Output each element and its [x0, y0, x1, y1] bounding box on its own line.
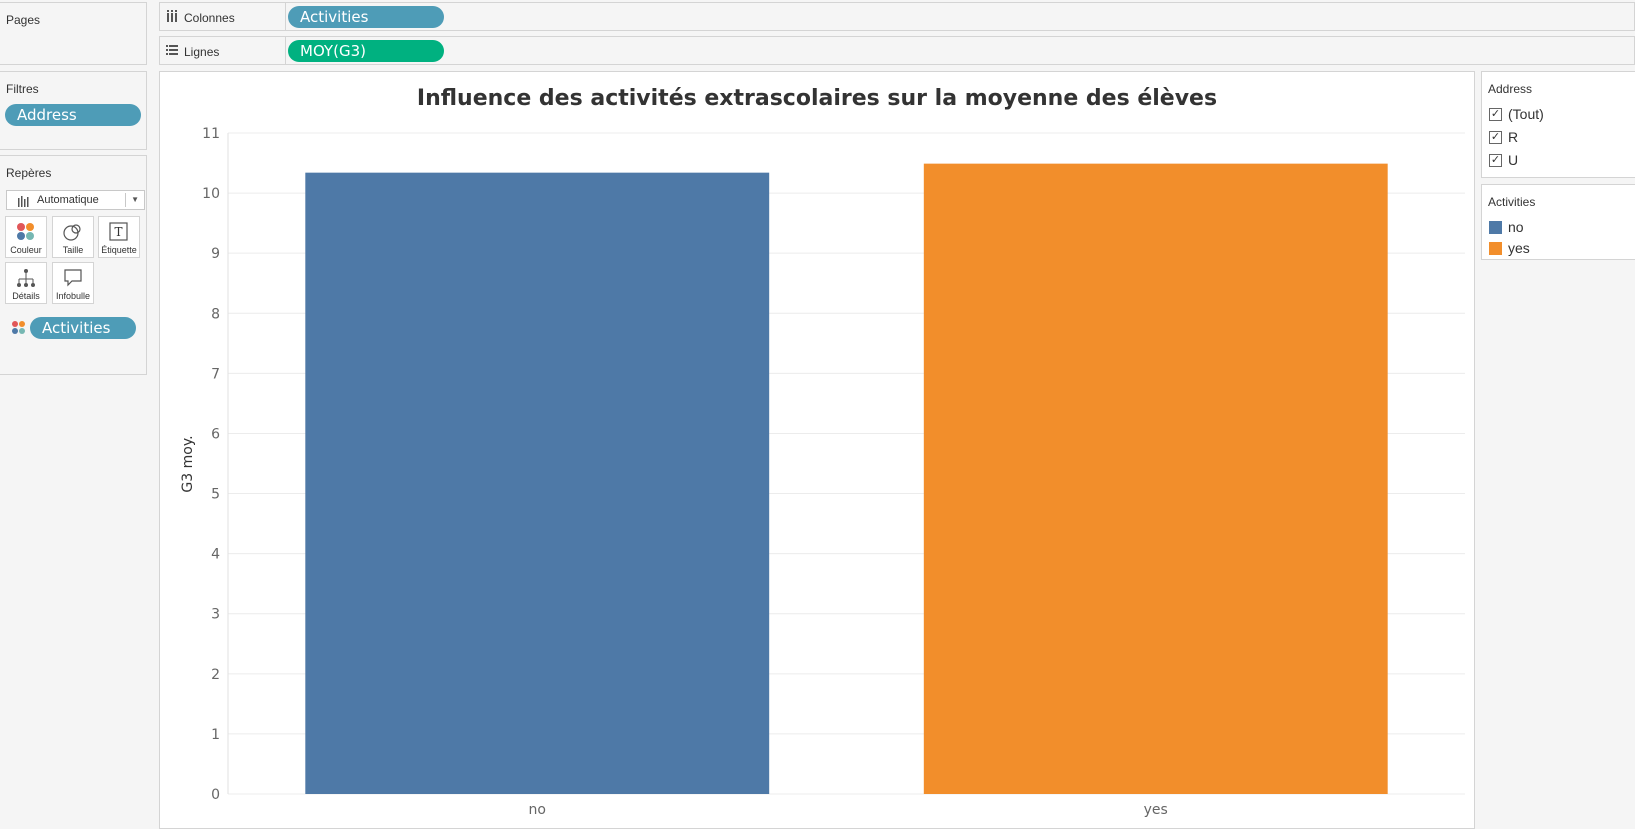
rows-text: Lignes — [184, 44, 220, 59]
mark-type-label: Automatique — [37, 194, 99, 206]
address-filter-card: Address ✓ (Tout) ✓ R ✓ U — [1481, 71, 1635, 178]
filter-option-r[interactable]: ✓ R — [1489, 129, 1518, 145]
detail-label: Détails — [12, 291, 40, 301]
filters-card: Filtres Address — [0, 71, 147, 150]
legend-item-no[interactable]: no — [1489, 219, 1524, 235]
marks-title: Repères — [6, 166, 52, 180]
dropdown-separator — [125, 193, 126, 207]
filter-option-label: R — [1508, 129, 1519, 145]
size-button[interactable]: Taille — [52, 216, 94, 258]
size-label: Taille — [62, 245, 84, 255]
columns-pill-activities[interactable]: Activities — [288, 6, 444, 28]
columns-label: Colonnes — [166, 10, 235, 25]
pages-title: Pages — [6, 13, 41, 27]
filter-option-all[interactable]: ✓ (Tout) — [1489, 106, 1544, 122]
rows-shelf[interactable]: Lignes MOY(G3) — [159, 36, 1635, 65]
legend-label-no: no — [1508, 219, 1524, 235]
checkbox-checked[interactable]: ✓ — [1489, 107, 1502, 121]
rows-icon — [166, 44, 178, 59]
shelf-separator — [285, 3, 286, 30]
legend-swatch-yes — [1489, 241, 1502, 255]
bar-chart-icon — [17, 195, 31, 210]
color-palette-icon — [6, 221, 46, 245]
columns-shelf[interactable]: Colonnes Activities — [159, 2, 1635, 31]
tooltip-label: Infobulle — [55, 291, 91, 301]
chevron-down-icon: ▼ — [131, 195, 139, 204]
checkbox-checked[interactable]: ✓ — [1489, 130, 1502, 144]
color-label: Couleur — [10, 245, 42, 255]
filter-pill-address[interactable]: Address — [5, 104, 141, 126]
columns-text: Colonnes — [184, 10, 235, 25]
legend-label-yes: yes — [1508, 240, 1530, 256]
chart-view: Influence des activités extrascolaires s… — [159, 71, 1475, 829]
label-button[interactable]: T Étiquette — [98, 216, 140, 258]
color-button[interactable]: Couleur — [5, 216, 47, 258]
mark-type-dropdown[interactable]: Automatique ▼ — [6, 190, 145, 210]
hierarchy-icon — [6, 267, 46, 291]
address-filter-title: Address — [1488, 82, 1533, 96]
filter-option-label: U — [1508, 152, 1519, 168]
label-label: Étiquette — [101, 245, 137, 255]
svg-text:T: T — [114, 225, 122, 239]
pages-card[interactable]: Pages — [0, 2, 147, 65]
color-encoding-icon — [11, 320, 27, 341]
rows-label: Lignes — [166, 44, 219, 59]
color-pill-activities[interactable]: Activities — [30, 317, 136, 339]
checkbox-checked[interactable]: ✓ — [1489, 153, 1502, 167]
size-icon — [53, 221, 93, 245]
activities-legend-title: Activities — [1488, 195, 1536, 209]
speech-bubble-icon — [53, 267, 93, 291]
chart-title: Influence des activités extrascolaires s… — [416, 86, 1218, 111]
shelf-separator — [285, 37, 286, 64]
filters-title: Filtres — [6, 82, 39, 96]
filter-option-label: (Tout) — [1508, 106, 1544, 122]
filter-option-u[interactable]: ✓ U — [1489, 152, 1518, 168]
text-label-icon: T — [99, 221, 139, 245]
rows-pill-avg-g3[interactable]: MOY(G3) — [288, 40, 444, 62]
legend-item-yes[interactable]: yes — [1489, 240, 1530, 256]
tooltip-button[interactable]: Infobulle — [52, 262, 94, 304]
detail-button[interactable]: Détails — [5, 262, 47, 304]
columns-icon — [166, 10, 178, 25]
activities-legend-card: Activities no yes — [1481, 184, 1635, 260]
legend-swatch-no — [1489, 220, 1502, 234]
